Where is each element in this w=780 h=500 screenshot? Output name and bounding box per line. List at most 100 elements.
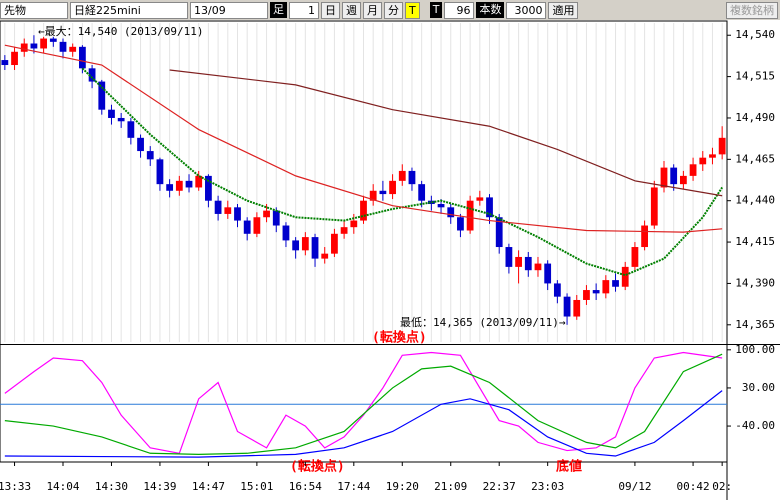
tick-value[interactable]: 96 [444, 1, 475, 19]
minute-button[interactable]: 分 [384, 1, 403, 19]
candle-body [282, 225, 290, 241]
candle-body [718, 137, 726, 155]
count-value[interactable]: 3000 [506, 1, 547, 19]
candle-body [466, 200, 474, 231]
candle-body [573, 299, 581, 317]
candle-body [563, 296, 571, 317]
candle-body [175, 180, 183, 191]
candle-body [699, 157, 707, 165]
annotation: (転換点) [372, 330, 427, 346]
y-tick-label: 14,490 [735, 111, 775, 124]
y-tick-label: 14,390 [735, 276, 775, 289]
bar-label: 足 [270, 2, 287, 18]
candle-body [360, 200, 367, 221]
candle-body [108, 109, 115, 118]
candle-body [88, 68, 96, 82]
candle-body [137, 137, 144, 152]
candle-body [185, 180, 193, 188]
line-series [4, 44, 723, 233]
day-button[interactable]: 日 [321, 1, 340, 19]
x-tick-label: 00:42 [677, 480, 710, 493]
candle-body [524, 256, 532, 271]
annotation: 最低：14,365 (2013/09/11)→ [400, 316, 566, 329]
x-tick-label: 13:33 [0, 480, 31, 493]
chart: 14,540 14,515 14,490 14,465 14,440 14,415 14,3… [0, 20, 780, 500]
y-tick-label: 14,440 [735, 194, 775, 207]
line-series [4, 353, 723, 455]
x-tick-label: 23:03 [531, 480, 564, 493]
multi-button[interactable]: 複数銘柄 [726, 1, 778, 19]
candle-body [117, 117, 125, 122]
candle-body [79, 46, 86, 69]
candle-body [166, 184, 174, 191]
week-button[interactable]: 週 [342, 1, 361, 19]
annotation: ←最大：14,540 (2013/09/11) [38, 24, 203, 38]
y-tick-label: 100.00 [735, 343, 775, 356]
x-tick-label: 14:30 [95, 480, 128, 493]
symbol-select[interactable]: 日経225mini [70, 1, 188, 19]
x-tick-label: 09/12 [618, 480, 651, 493]
y-tick-label: 14,465 [735, 152, 775, 165]
month-button[interactable]: 月 [363, 1, 382, 19]
candle-body [98, 81, 106, 110]
candle-body [379, 190, 387, 195]
candle-body [205, 175, 212, 201]
candle-body [650, 187, 658, 226]
candle-body [553, 283, 561, 297]
candle-body [641, 225, 648, 248]
x-tick-label: 17:44 [337, 480, 370, 493]
candle-body [660, 167, 668, 188]
candle-body [69, 46, 77, 52]
x-tick-label: 19:20 [386, 480, 419, 493]
candle-body [389, 180, 396, 195]
candle-body [214, 200, 222, 214]
candle-body [515, 256, 522, 267]
line-series [81, 67, 723, 277]
candle-body [350, 220, 358, 228]
candle-body [49, 38, 57, 42]
candle-body [272, 210, 280, 226]
candle-body [709, 154, 716, 158]
candle-body [418, 184, 426, 201]
y-tick-label: -40.00 [735, 419, 775, 432]
candle-body [253, 217, 261, 234]
candle-body [156, 159, 164, 185]
y-tick-label: 14,540 [735, 28, 775, 41]
tick-button[interactable]: T [405, 1, 420, 19]
candle-body [679, 175, 687, 185]
candle-body [447, 207, 455, 218]
bar-count[interactable]: 1 [289, 1, 319, 19]
candle-body [234, 207, 241, 221]
candle-body [301, 237, 309, 251]
contract-select[interactable]: 13/09 [190, 1, 268, 19]
candle-body [544, 263, 552, 284]
candle-body [592, 290, 600, 294]
candle-body [20, 43, 28, 52]
candle-body [331, 233, 338, 254]
candle-body [583, 290, 590, 300]
candle-body [321, 253, 329, 259]
tick-label: T [429, 2, 443, 18]
candle-body [30, 43, 38, 49]
y-tick-label: 14,365 [735, 318, 775, 331]
line-series [4, 390, 723, 458]
candle-body [476, 197, 484, 201]
annotation: 底値 [556, 459, 582, 475]
candle-body [495, 217, 503, 248]
candle-body [340, 227, 348, 234]
candle-body [621, 266, 629, 287]
candle-body [311, 237, 319, 259]
candle-body [224, 207, 232, 214]
market-select[interactable]: 先物 [0, 1, 68, 19]
candle-body [602, 280, 610, 294]
apply-button[interactable]: 適用 [548, 1, 579, 19]
candle-body [437, 204, 445, 208]
candle-body [408, 170, 416, 185]
annotation: (転換点) [290, 459, 345, 475]
x-tick-label: 15:01 [240, 480, 273, 493]
line-series [169, 69, 723, 197]
candle-body [457, 217, 464, 231]
candle-body [505, 247, 513, 267]
x-tick-label: 22:37 [483, 480, 516, 493]
